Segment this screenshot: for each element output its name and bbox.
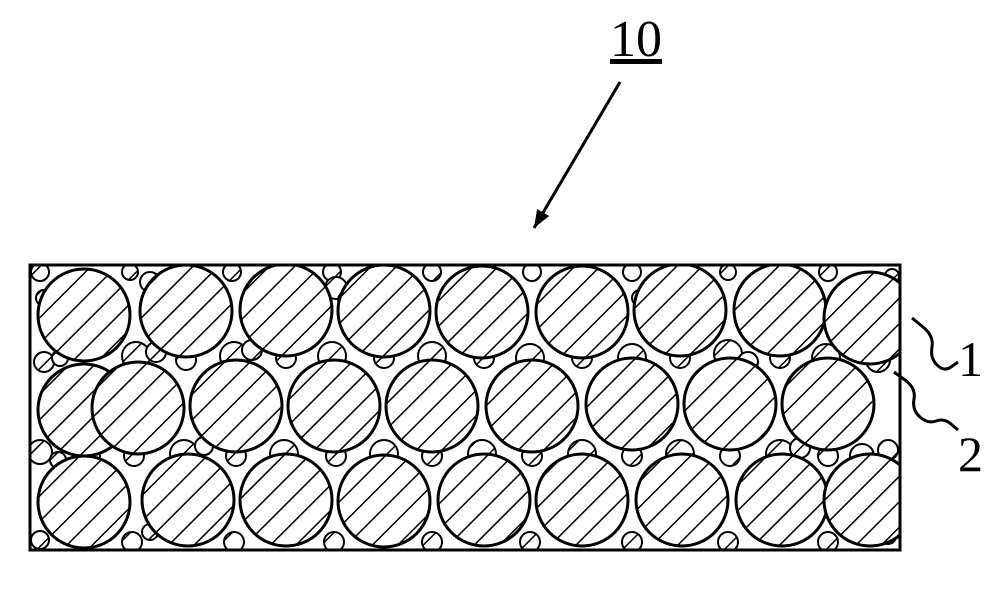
callout-label-1: 1: [958, 330, 983, 388]
callout-2: [894, 372, 958, 430]
callout-label-2: 2: [958, 425, 983, 483]
callout-1: [912, 318, 958, 369]
leaders: [0, 0, 1000, 592]
figure-root: 10 1 2: [0, 0, 1000, 592]
